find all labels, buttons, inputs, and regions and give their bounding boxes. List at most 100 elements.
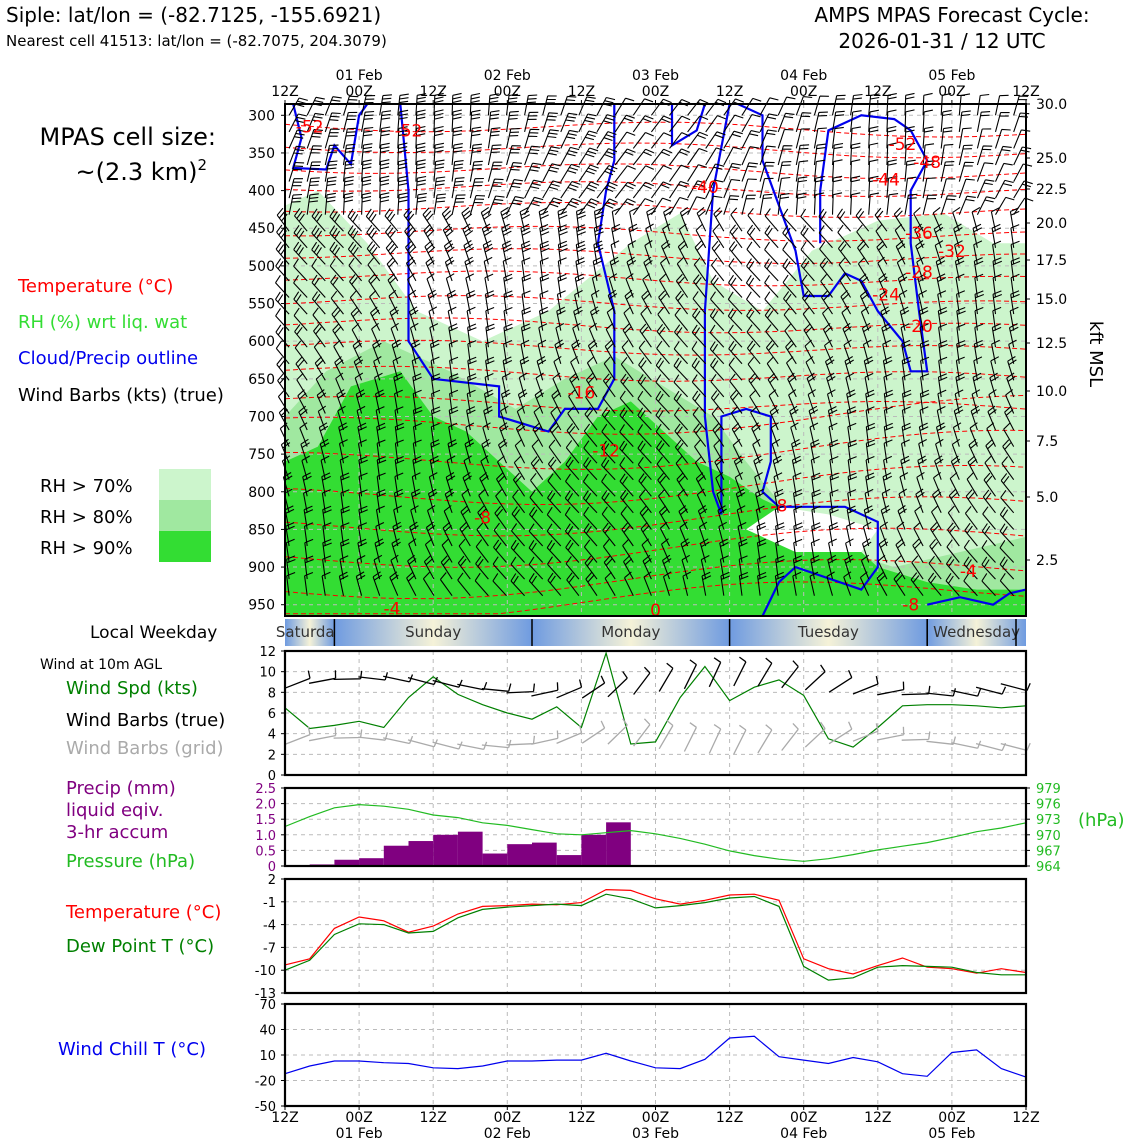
wind-barb [850,93,863,116]
wind-barb [701,571,712,596]
wind-barb [972,223,983,248]
wind-barb [995,179,1014,199]
wind-barb [429,339,440,364]
wind-barb [397,159,408,182]
wind-barb [752,438,761,464]
wind-barb [810,439,820,464]
wind-barb [868,109,880,132]
wind-barb [483,405,493,431]
wind-barb [386,257,399,282]
wind-barb [571,339,581,364]
wind-barb [338,439,348,464]
wind-barb [840,290,852,315]
top-tick-label: 00Z [494,84,521,100]
wind-barb [569,372,580,398]
wind-barb [605,322,616,348]
wind-barb [356,405,366,431]
wind-barb [503,273,513,298]
wind-barb [379,94,392,116]
kft-tick-label: 17.5 [1036,253,1067,269]
grid-wind-barb [556,724,583,744]
wind-barb [481,438,491,464]
wind-barb [574,273,585,298]
wind-barb [306,96,325,116]
wind-barb [675,456,689,481]
wind-barb [847,439,858,464]
wind-barb [303,505,314,530]
wind-barb [329,208,344,232]
wind-barb [831,94,846,116]
pressure-tick-label: 750 [248,447,275,463]
wind-barb [339,555,349,580]
temperature-label: -52 [889,135,917,155]
wind-barb [340,505,351,530]
pressure-label: Pressure (hPa) [66,851,195,872]
wind-barb [1002,439,1015,464]
wind-barb [322,555,332,580]
wind-barb [275,241,290,265]
wind-barb [795,96,813,116]
wind-barb [947,522,960,547]
wind-barb [357,422,367,447]
wind-barb [958,161,974,182]
wind-barb [318,422,329,447]
wind-barb [916,256,925,282]
wind-barb [619,390,634,414]
temperature-contour-labels: -52 -52-40-16-12-8-8-4 0-52-48-44-36-32-28… [296,118,977,621]
wind-barb [803,323,815,348]
wind-barb [384,208,399,232]
wind-barb [487,161,503,182]
wind-barb [288,97,308,116]
wind-barb [810,455,820,480]
wind-barb [990,207,1000,232]
bottom-tick-label: 12Z [568,1110,595,1126]
wind-barb [697,505,708,530]
grid-wind-barb [383,735,414,745]
wind-barb [520,339,530,364]
wind-barb [972,372,983,398]
wind-barb [601,440,616,464]
wind-barb [643,571,652,596]
wind-barb [656,456,670,481]
wind-barb [710,390,725,414]
wind-barb [313,323,326,348]
wind-barb [440,555,453,580]
wind-barb [422,571,435,596]
wind-barb [976,128,992,149]
wind-barb [674,423,689,447]
wind-barb [352,339,363,365]
wind-barb [320,455,330,480]
wind-barb [674,307,689,331]
wind-barb [952,422,962,447]
wind-barb [412,389,422,414]
wind-barb [837,241,852,265]
true-wind-barb [308,670,337,684]
location-title: Siple: lat/lon = (-82.7125, -155.6921) [6,3,381,27]
kft-tick-label: 2.5 [1036,553,1058,569]
wind-barb [837,224,852,249]
kft-tick-label: 22.5 [1036,182,1067,198]
wind-barb [919,406,929,431]
y-tick-label: 2 [268,748,276,763]
wind-barb [994,111,1010,133]
wind-barb [659,521,670,547]
grid-wind-barb [432,741,463,750]
wind-barb [663,206,673,232]
wind-barb [312,307,326,331]
wind-barb [621,340,634,365]
wind-barb [277,389,290,414]
wind-barb [947,505,960,530]
wind-barb [800,208,815,232]
weekday-cell [729,619,928,646]
wind-barb [897,273,908,298]
wind-barb [730,207,743,232]
wind-barb [886,109,897,132]
wind-barb [524,179,543,199]
wind-barb [632,198,654,216]
wind-barb [829,439,839,464]
wind-barb [904,126,915,149]
wind-barb [791,439,801,464]
wind-barb [502,356,513,381]
pressure-tick-label: 973 [1036,813,1061,828]
wind-barb [461,206,473,232]
